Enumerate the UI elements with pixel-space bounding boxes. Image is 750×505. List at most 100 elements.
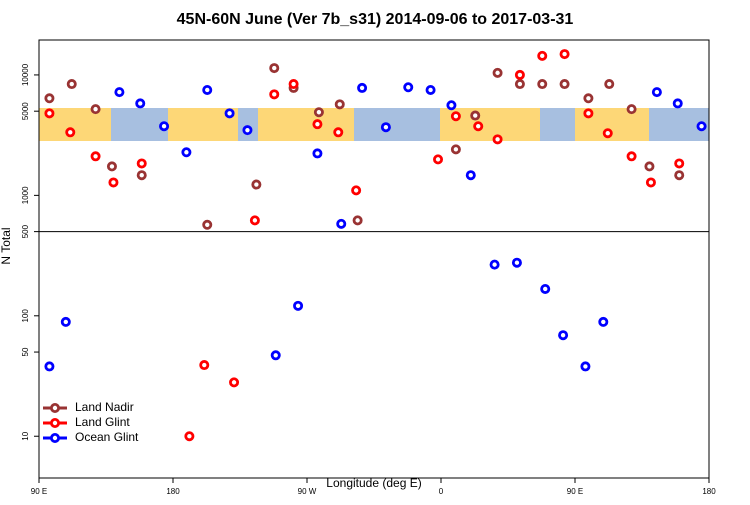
marker bbox=[202, 84, 213, 95]
x-tick-label: 90 E bbox=[31, 487, 47, 496]
legend-marker bbox=[50, 417, 61, 428]
marker bbox=[598, 316, 609, 327]
marker bbox=[602, 128, 613, 139]
marker bbox=[644, 161, 655, 172]
marker bbox=[136, 158, 147, 169]
marker bbox=[674, 158, 685, 169]
marker bbox=[135, 98, 146, 109]
marker bbox=[580, 361, 591, 372]
marker bbox=[44, 93, 55, 104]
plot-frame bbox=[38, 39, 710, 479]
x-tick-label: 180 bbox=[702, 487, 716, 496]
marker bbox=[540, 283, 551, 294]
x-tick-label: 90 E bbox=[567, 487, 583, 496]
marker bbox=[44, 361, 55, 372]
marker bbox=[251, 179, 262, 190]
marker bbox=[351, 185, 362, 196]
marker bbox=[626, 104, 637, 115]
marker bbox=[242, 125, 253, 136]
marker bbox=[433, 154, 444, 165]
y-tick-label: 50 bbox=[21, 347, 30, 356]
marker bbox=[473, 121, 484, 132]
marker bbox=[249, 215, 260, 226]
marker bbox=[514, 69, 525, 80]
y-tick-label: 1000 bbox=[21, 186, 30, 204]
x-tick-label: 0 bbox=[439, 487, 444, 496]
marker bbox=[514, 79, 525, 90]
marker bbox=[288, 79, 299, 90]
marker bbox=[696, 121, 707, 132]
marker bbox=[380, 122, 391, 133]
marker bbox=[559, 79, 570, 90]
marker bbox=[159, 121, 170, 132]
marker bbox=[313, 107, 324, 118]
marker bbox=[108, 177, 119, 188]
marker bbox=[674, 170, 685, 181]
marker bbox=[336, 218, 347, 229]
marker bbox=[559, 49, 570, 60]
marker bbox=[269, 63, 280, 74]
marker bbox=[492, 134, 503, 145]
marker bbox=[537, 79, 548, 90]
marker bbox=[106, 161, 117, 172]
marker bbox=[672, 98, 683, 109]
marker bbox=[90, 104, 101, 115]
legend-label: Ocean Glint bbox=[75, 430, 139, 444]
marker bbox=[229, 377, 240, 388]
marker bbox=[626, 151, 637, 162]
y-tick-label: 100 bbox=[21, 309, 30, 323]
marker bbox=[403, 82, 414, 93]
legend-label: Land Nadir bbox=[75, 400, 134, 414]
marker bbox=[645, 177, 656, 188]
marker bbox=[202, 219, 213, 230]
marker bbox=[511, 257, 522, 268]
marker bbox=[184, 431, 195, 442]
marker bbox=[270, 350, 281, 361]
marker bbox=[425, 84, 436, 95]
marker bbox=[651, 87, 662, 98]
marker bbox=[333, 127, 344, 138]
legend-marker bbox=[50, 432, 61, 443]
marker bbox=[312, 119, 323, 130]
chart-title: 45N-60N June (Ver 7b_s31) 2014-09-06 to … bbox=[177, 11, 574, 28]
y-tick-label: 10000 bbox=[21, 63, 30, 86]
y-axis-label: N Total bbox=[0, 227, 13, 264]
marker bbox=[604, 79, 615, 90]
marker bbox=[44, 108, 55, 119]
marker bbox=[60, 316, 71, 327]
y-tick-label: 10 bbox=[21, 431, 30, 440]
y-tick-label: 500 bbox=[21, 224, 30, 238]
marker bbox=[465, 170, 476, 181]
marker bbox=[66, 79, 77, 90]
marker bbox=[312, 148, 323, 159]
x-axis-label: Longitude (deg E) bbox=[326, 476, 421, 490]
marker bbox=[558, 330, 569, 341]
marker bbox=[583, 108, 594, 119]
marker bbox=[65, 127, 76, 138]
marker bbox=[334, 99, 345, 110]
marker bbox=[224, 108, 235, 119]
marker bbox=[450, 144, 461, 155]
y-tick-label: 5000 bbox=[21, 102, 30, 120]
marker bbox=[492, 67, 503, 78]
marker bbox=[446, 100, 457, 111]
marker bbox=[293, 300, 304, 311]
x-tick-label: 180 bbox=[166, 487, 180, 496]
marker bbox=[136, 170, 147, 181]
marker bbox=[352, 215, 363, 226]
marker bbox=[537, 50, 548, 61]
marker bbox=[583, 93, 594, 104]
map-band bbox=[39, 108, 709, 141]
marker bbox=[114, 87, 125, 98]
legend-label: Land Glint bbox=[75, 415, 130, 429]
marker bbox=[269, 89, 280, 100]
marker bbox=[470, 110, 481, 121]
marker bbox=[450, 111, 461, 122]
x-tick-label: 90 W bbox=[298, 487, 317, 496]
marker bbox=[357, 82, 368, 93]
marker bbox=[181, 147, 192, 158]
legend-marker bbox=[50, 402, 61, 413]
marker bbox=[199, 360, 210, 371]
marker bbox=[489, 259, 500, 270]
